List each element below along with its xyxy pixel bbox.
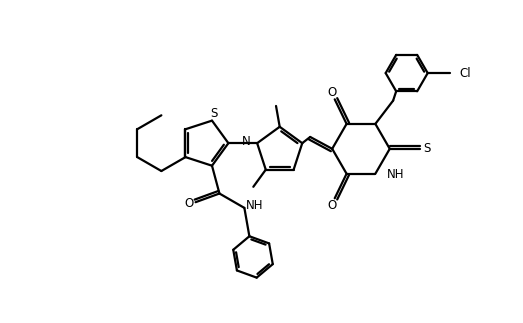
Text: NH: NH [387, 168, 405, 181]
Text: NH: NH [246, 199, 264, 212]
Text: S: S [423, 142, 430, 155]
Text: O: O [327, 199, 337, 212]
Text: O: O [185, 197, 194, 210]
Text: N: N [242, 135, 251, 148]
Text: O: O [327, 86, 337, 99]
Text: S: S [210, 107, 218, 120]
Text: Cl: Cl [459, 67, 471, 79]
